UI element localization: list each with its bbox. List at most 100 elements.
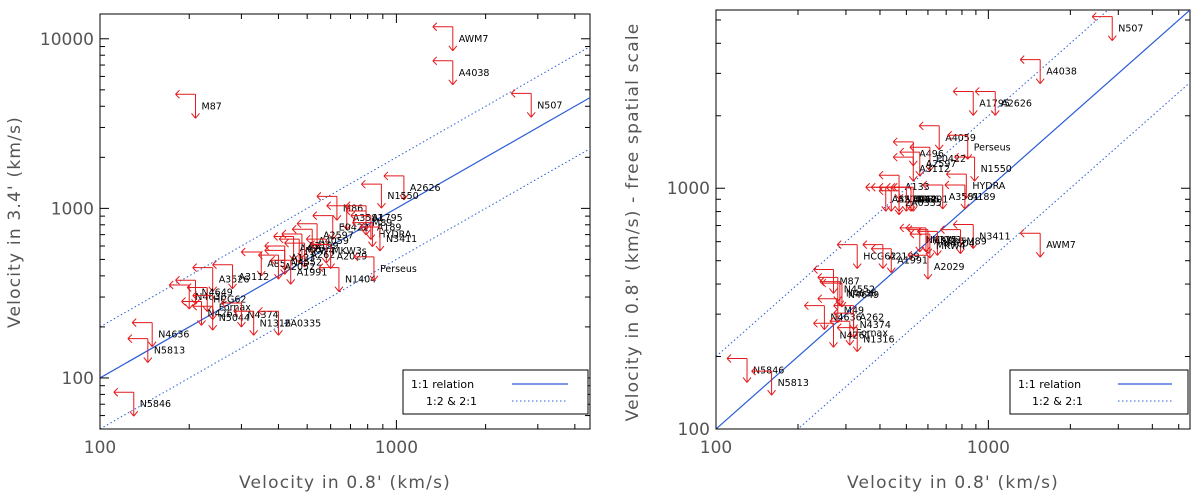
right-point-n4201: N4201 — [890, 182, 948, 212]
left-point-label: N1316 — [260, 318, 291, 329]
left-upper-limit-arrow — [318, 263, 344, 292]
left-point-m87: M87 — [175, 89, 222, 119]
right-point-a189: A189 — [944, 180, 996, 210]
left-point-a2597: A2597 — [296, 219, 354, 249]
right-point-n4552: N4552 — [817, 273, 875, 302]
right-legend-label-1to1: 1:1 relation — [1018, 378, 1081, 391]
right-x-tick-label: 100 — [700, 438, 732, 458]
left-upper-limit-arrow — [352, 218, 377, 247]
left-point-mkw4: MKW4 — [278, 234, 335, 264]
left-upper-limit-arrow — [270, 255, 296, 285]
right-point-label: A4059 — [945, 133, 976, 144]
left-point-label: M87 — [202, 101, 222, 112]
left-point-label: Fornax — [219, 303, 252, 314]
right-plot-area — [715, 9, 1191, 430]
right-point-label: A3526 — [934, 237, 965, 248]
right-point-hcg62: HCG62 — [836, 240, 896, 269]
left-point-n5846: N5846 — [113, 387, 171, 417]
left-point-n5044: N5044 — [192, 301, 250, 331]
left-x-tick-label: 100 — [84, 438, 116, 458]
right-upper-limit-arrow — [870, 244, 896, 274]
right-point-label: N4201 — [917, 194, 948, 205]
left-upper-limit-arrow — [113, 387, 139, 417]
left-point-label: MKW3s — [332, 246, 367, 257]
left-point-n4636: N4636 — [131, 318, 189, 347]
left-x-tick-label: 1000 — [375, 438, 418, 458]
left-point-label: A262 — [311, 250, 336, 261]
left-point-n4636: N4636 — [168, 280, 227, 310]
right-point-perseus: Perseus — [947, 130, 1011, 160]
right-relation-lines — [716, 10, 1190, 429]
right-point-a3581: A3581 — [922, 180, 979, 210]
right-point-a1991: A1991 — [870, 244, 928, 274]
right-point-label: N4261 — [839, 330, 870, 341]
left-y-tick-label: 10000 — [40, 30, 94, 50]
left-point-label: N5846 — [140, 399, 171, 410]
right-point-label: M89 — [966, 237, 986, 248]
right-point-label: A4038 — [1046, 67, 1077, 78]
left-point-label: N4636 — [158, 330, 189, 341]
left-point-label: A4059 — [318, 236, 349, 247]
right-x-axis-label: Velocity in 0.8' (km/s) — [847, 473, 1059, 493]
right-upper-limit-arrow — [862, 240, 888, 269]
left-y-tick-label: 1000 — [51, 199, 94, 219]
right-point-a2029: A2029 — [907, 250, 965, 280]
left-point-label: N4552 — [291, 257, 322, 268]
left-point-a262: A262 — [284, 238, 336, 268]
right-upper-limit-arrow — [909, 229, 935, 259]
left-point-label: A85 — [267, 259, 286, 270]
right-point-label: Perseus — [974, 142, 1011, 153]
left-point-label: A3112 — [239, 272, 270, 283]
left-point-label: A2029 — [337, 252, 368, 263]
right-upper-limit-arrow — [954, 152, 979, 182]
right-point-n5813: N5813 — [751, 366, 809, 396]
right-y-axis-label: Velocity in 0.8' (km/s) - free spatial s… — [623, 23, 643, 422]
left-upper-limit-arrow — [181, 297, 206, 326]
right-point-n4604: N4604 — [917, 227, 975, 256]
left-point-label: 2A0335 — [284, 318, 321, 329]
left-point-label: N5044 — [219, 313, 250, 324]
right-point-n5846: N5846 — [726, 354, 784, 383]
right-upper-limit-arrow — [944, 180, 970, 210]
right-point-label: N3411 — [979, 232, 1010, 243]
right-point-label: N1550 — [981, 164, 1012, 175]
right-upper-limit-arrow — [952, 87, 978, 116]
left-point-label: AWM7 — [459, 34, 489, 45]
left-upper-limit-arrow — [168, 280, 194, 310]
left-upper-limit-arrow — [312, 211, 338, 240]
left-relation-lines — [100, 46, 590, 429]
left-point-perseus: Perseus — [353, 252, 417, 282]
right-point-label: E0422 — [936, 154, 966, 165]
right-upper-limit-arrow — [813, 318, 838, 348]
right-upper-limit-arrow — [974, 87, 1000, 116]
right-point-label: N4636 — [830, 313, 861, 324]
right-upper-limit-arrow — [1019, 55, 1045, 84]
left-upper-limit-arrow — [510, 88, 536, 118]
left-relation-1to1 — [100, 97, 590, 379]
left-upper-limit-arrow — [350, 211, 376, 240]
right-point-label: N4604 — [943, 238, 974, 249]
left-upper-limit-arrow — [233, 306, 259, 336]
left-point-label: A2597 — [323, 231, 354, 242]
left-upper-limit-arrow — [192, 263, 218, 292]
right-point-label: Fornax — [856, 328, 889, 339]
right-point-label: 2A0335 — [905, 198, 942, 209]
left-point-n1404: N1404 — [318, 263, 376, 292]
left-point-a85: A85 — [240, 247, 286, 277]
right-y-tick-label: 1000 — [667, 179, 710, 199]
right-point-label: A2029 — [934, 262, 965, 273]
right-point-label: A133 — [905, 182, 930, 193]
right-point-label: A496 — [919, 149, 944, 160]
right-relation-1to2 — [797, 82, 1190, 429]
right-point-label: MKW3s — [932, 235, 967, 246]
left-point-e0422: E0422 — [312, 211, 369, 240]
left-upper-limit-arrow — [192, 301, 218, 331]
left-upper-limit-arrow — [316, 192, 342, 221]
left-point-label: A2052 — [284, 262, 315, 273]
right-point-label: A85 — [892, 194, 911, 205]
left-point-label: N1404 — [345, 275, 376, 286]
right-upper-limit-arrow — [947, 130, 973, 160]
right-point-a2199: A2199 — [862, 240, 920, 269]
right-point-label: N5044 — [905, 194, 936, 205]
